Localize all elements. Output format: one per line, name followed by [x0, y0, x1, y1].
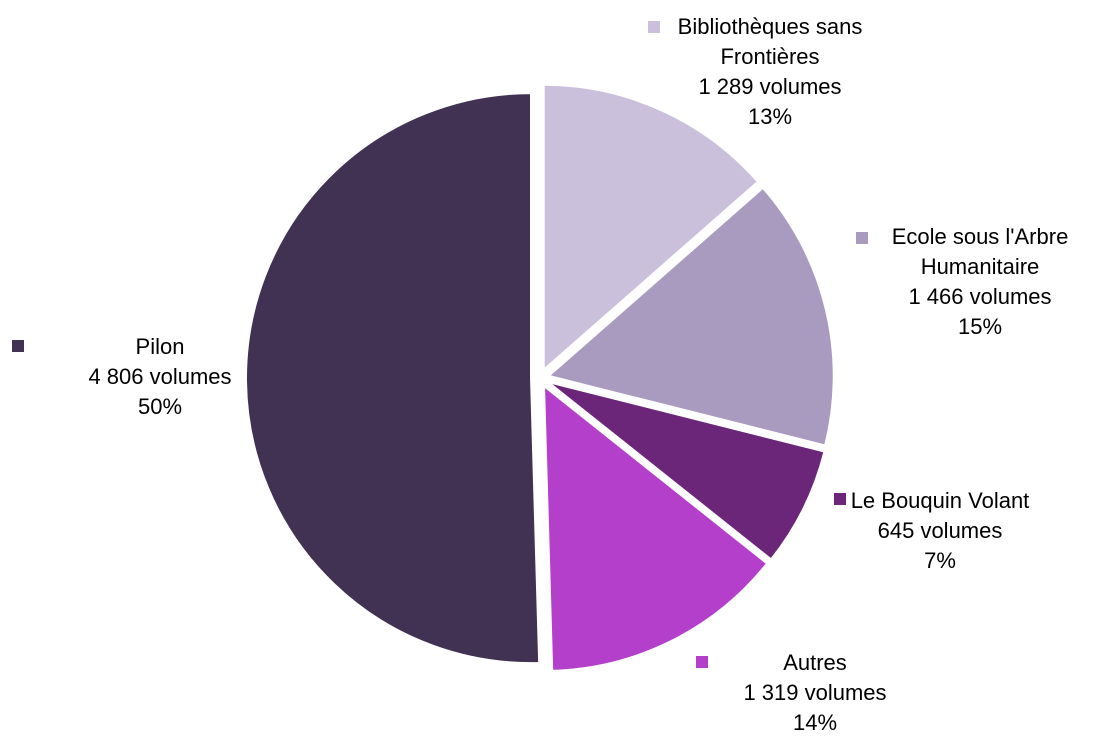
data-label: Le Bouquin Volant 645 volumes 7% — [840, 486, 1040, 576]
percent-label: 7% — [924, 548, 956, 573]
pie-slice — [245, 92, 541, 665]
percent-label: 15% — [957, 314, 1003, 339]
category-label: Autres — [783, 650, 847, 675]
data-label: Bibliothèques sans Frontières 1 289 volum… — [650, 12, 890, 132]
percent-label: 13% — [747, 104, 793, 129]
pie-slice — [542, 83, 760, 373]
value-label: 645 volumes — [877, 518, 1003, 543]
value-label: 1 466 volumes — [908, 284, 1052, 309]
legend-swatch — [696, 656, 708, 668]
pie-slice — [542, 383, 769, 672]
category-label: Le Bouquin Volant — [850, 488, 1030, 513]
data-label: Pilon 4 806 volumes 50% — [40, 332, 280, 422]
percent-label: 14% — [792, 710, 838, 735]
value-label: 1 319 volumes — [743, 680, 887, 705]
value-label: 4 806 volumes — [88, 364, 232, 389]
pie-slice — [546, 186, 835, 447]
category-label: Bibliothèques sans Frontières — [677, 14, 863, 69]
data-label: Ecole sous l'Arbre Humanitaire 1 466 volu… — [855, 222, 1105, 342]
data-label: Autres 1 319 volumes 14% — [715, 648, 915, 738]
pie-slice — [547, 381, 826, 561]
percent-label: 50% — [137, 394, 183, 419]
category-label: Pilon — [135, 334, 185, 359]
legend-swatch — [648, 21, 660, 33]
legend-swatch — [12, 340, 24, 352]
legend-swatch — [856, 232, 868, 244]
value-label: 1 289 volumes — [698, 74, 842, 99]
category-label: Ecole sous l'Arbre Humanitaire — [891, 224, 1069, 279]
legend-swatch — [834, 493, 846, 505]
